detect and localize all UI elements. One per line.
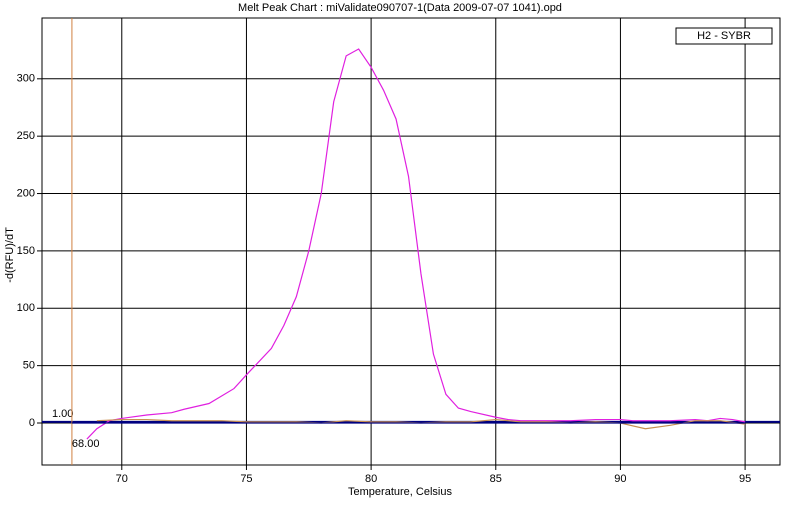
x-tick-label: 95	[739, 473, 751, 485]
x-tick-label: 90	[614, 473, 626, 485]
y-tick-label: 50	[23, 360, 35, 372]
threshold-label: 1.00	[52, 408, 73, 420]
y-tick-label: 300	[17, 73, 35, 85]
x-tick-label: 75	[240, 473, 252, 485]
legend-box	[675, 27, 773, 45]
x-tick-label: 70	[116, 473, 128, 485]
y-tick-label: 100	[17, 302, 35, 314]
plot-area	[41, 17, 781, 466]
x-axis-label: Temperature, Celsius	[348, 486, 452, 498]
y-axis-label: -d(RFU)/dT	[4, 227, 16, 283]
y-tick-label: 0	[29, 417, 35, 429]
x-tick-label: 85	[490, 473, 502, 485]
y-tick-label: 250	[17, 130, 35, 142]
y-tick-label: 150	[17, 245, 35, 257]
y-tick-label: 200	[17, 187, 35, 199]
series-line	[86, 48, 746, 440]
legend-label: H2 - SYBR	[697, 30, 751, 42]
x-tick-label: 80	[365, 473, 377, 485]
marker-label: 68.00	[72, 438, 100, 450]
chart-title: Melt Peak Chart : miValidate090707-1(Dat…	[238, 2, 562, 14]
